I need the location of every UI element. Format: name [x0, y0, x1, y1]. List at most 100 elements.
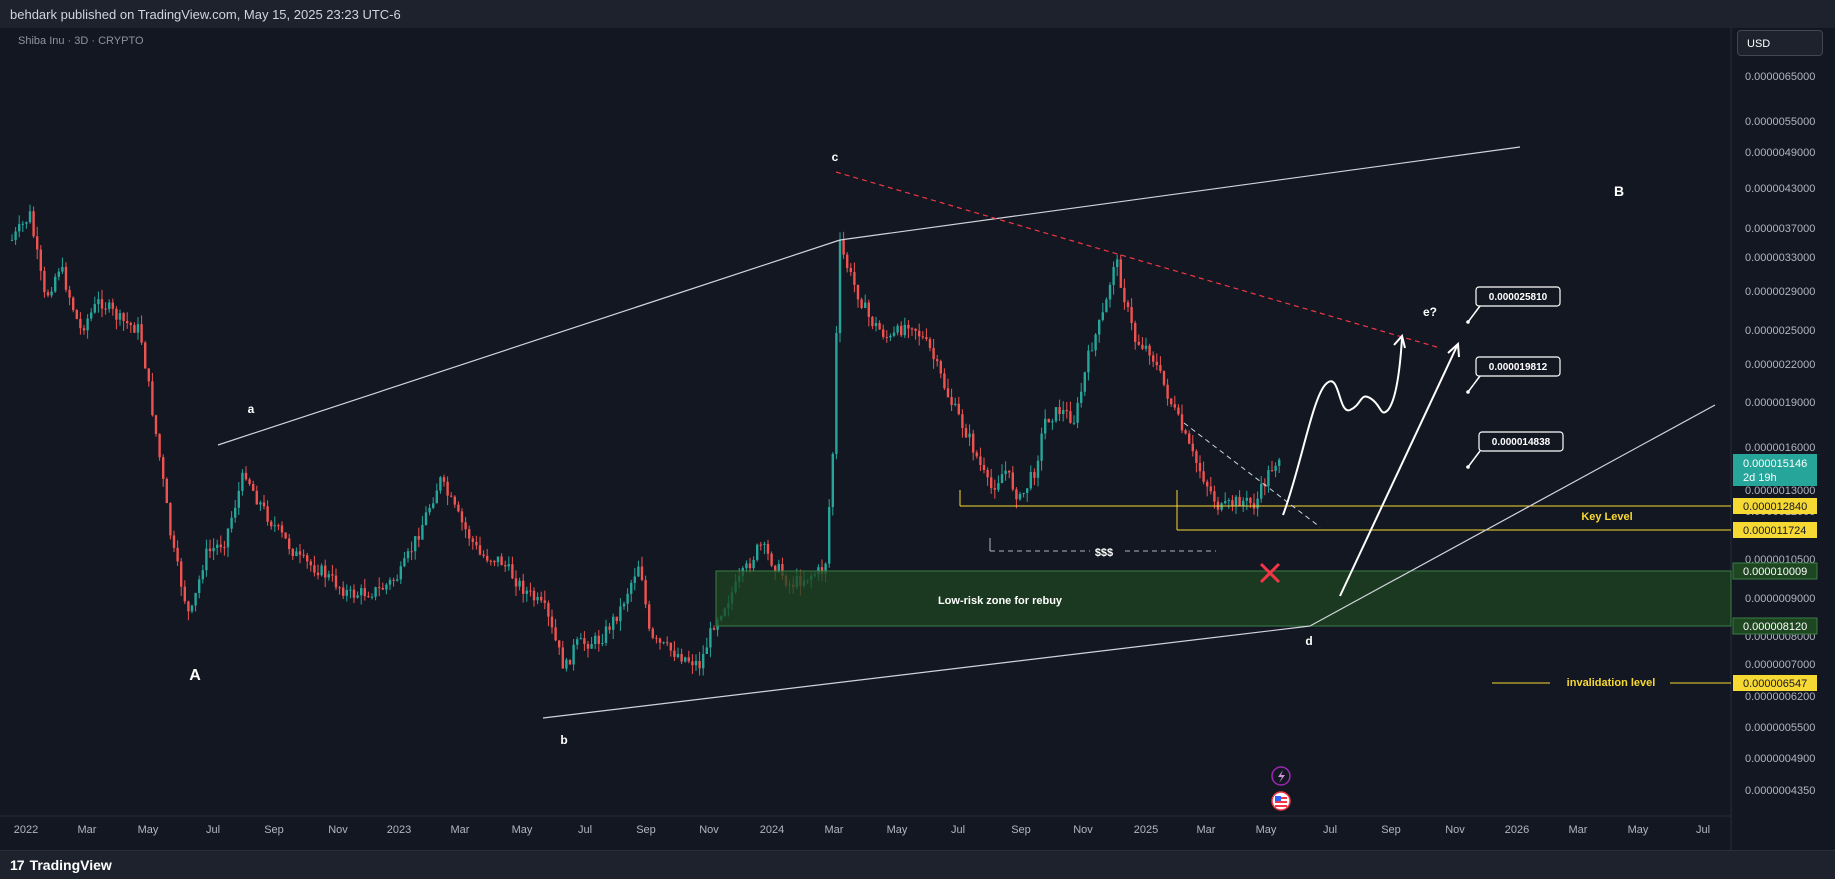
candle-body: [586, 644, 590, 649]
candle-body: [475, 541, 478, 546]
candle-body: [918, 330, 921, 337]
candle-body: [1054, 407, 1058, 422]
candle-body: [367, 596, 370, 598]
candle-body: [763, 543, 766, 545]
candle-body: [399, 566, 402, 580]
candle-body: [18, 224, 21, 232]
target-callout-2[interactable]: 0.000019812: [1466, 356, 1561, 394]
candle-body: [594, 635, 597, 645]
candle-body: [97, 299, 100, 305]
wave-label-e: e?: [1423, 305, 1437, 319]
us-flag-icon[interactable]: [1271, 791, 1291, 811]
candle-body: [590, 644, 593, 649]
candle-body: [856, 284, 860, 300]
currency-button[interactable]: USD: [1737, 30, 1823, 56]
time-tick-label: Nov: [1073, 824, 1093, 836]
candle-body: [1047, 418, 1050, 423]
svg-text:0.000010009: 0.000010009: [1743, 566, 1807, 578]
candle-body: [640, 566, 644, 581]
price-tick-label: 0.0000043000: [1745, 183, 1815, 195]
time-tick-label: Jul: [951, 824, 965, 836]
candle-body: [396, 579, 399, 581]
price-label-level-2: 0.000011724: [1733, 522, 1817, 538]
candle-body: [244, 472, 248, 480]
candle-body: [284, 532, 287, 539]
candle-body: [1076, 402, 1079, 423]
candle-body: [262, 502, 266, 507]
time-tick-label: 2022: [14, 824, 38, 836]
candle-body: [842, 240, 845, 255]
candle-body: [972, 433, 975, 453]
candle-body: [252, 483, 255, 491]
footer-bar: 17 TradingView: [0, 850, 1835, 879]
candle-body: [522, 580, 525, 594]
candle-body: [1083, 372, 1086, 392]
candle-body: [334, 575, 338, 588]
candle-body: [687, 657, 690, 662]
candle-body: [936, 359, 939, 362]
price-label-zone-bottom: 0.000008120: [1732, 617, 1818, 635]
candle-body: [374, 587, 377, 597]
candle-body: [406, 551, 410, 559]
candle-body: [1062, 410, 1065, 415]
candle-body: [219, 544, 222, 548]
local-trend-dashed-line: [1183, 422, 1321, 528]
candle-body: [932, 347, 935, 360]
candle-body: [882, 329, 885, 337]
candle-body: [234, 507, 237, 518]
flash-icon[interactable]: [1271, 766, 1291, 786]
candle-body: [622, 603, 626, 607]
svg-text:0.000008120: 0.000008120: [1743, 621, 1807, 633]
candle-body: [324, 565, 327, 578]
candle-body: [748, 563, 752, 569]
candle-body: [1036, 460, 1040, 478]
candle-body: [828, 507, 831, 564]
symbol-info: Shiba Inu · 3D · CRYPTO: [18, 35, 144, 47]
price-tick-label: 0.0000009000: [1745, 593, 1815, 605]
candle-body: [1152, 355, 1155, 362]
candle-body: [673, 650, 676, 657]
candle-body: [691, 661, 694, 666]
candle-body: [1101, 312, 1104, 320]
price-tick-label: 0.0000004900: [1745, 753, 1815, 765]
target-callout-3[interactable]: 0.000014838: [1466, 431, 1564, 469]
candle-body: [1090, 350, 1094, 352]
candle-body: [1094, 334, 1097, 351]
svg-text:0.000006547: 0.000006547: [1743, 678, 1807, 690]
candle-body: [658, 638, 662, 643]
candle-body: [1072, 422, 1076, 424]
candle-body: [356, 595, 359, 598]
candle-body: [100, 299, 104, 309]
candle-body: [428, 507, 431, 513]
candle-body: [385, 584, 388, 590]
price-tick-label: 0.0000065000: [1745, 71, 1815, 83]
candle-body: [1004, 470, 1007, 475]
tradingview-brand[interactable]: 17 TradingView: [10, 857, 112, 873]
candle-body: [295, 551, 298, 557]
candle-body: [1108, 285, 1112, 300]
candle-body: [975, 452, 978, 457]
candle-body: [154, 415, 158, 434]
candle-body: [320, 565, 323, 576]
candle-body: [1087, 350, 1090, 373]
candle-body: [21, 223, 24, 225]
candle-body: [770, 553, 773, 566]
candle-body: [1224, 501, 1227, 504]
candle-body: [928, 339, 932, 348]
candle-body: [853, 271, 856, 285]
candle-body: [288, 538, 291, 549]
time-axis[interactable]: 2022 Mar May Jul Sep Nov 2023 Mar May Jul Sep Nov 20…: [14, 824, 1710, 836]
price-tick-label: 0.0000007000: [1745, 659, 1815, 671]
candle-body: [176, 547, 179, 562]
candle-body: [478, 545, 482, 555]
candle-body: [14, 231, 17, 240]
candle-body: [525, 590, 528, 594]
candle-body: [943, 373, 946, 389]
candle-body: [327, 574, 330, 578]
target-callout-1[interactable]: 0.000025810: [1466, 286, 1561, 324]
candle-body: [450, 495, 453, 497]
candle-body: [302, 554, 305, 556]
price-tick-label: 0.0000037000: [1745, 223, 1815, 235]
candle-body: [273, 525, 276, 527]
